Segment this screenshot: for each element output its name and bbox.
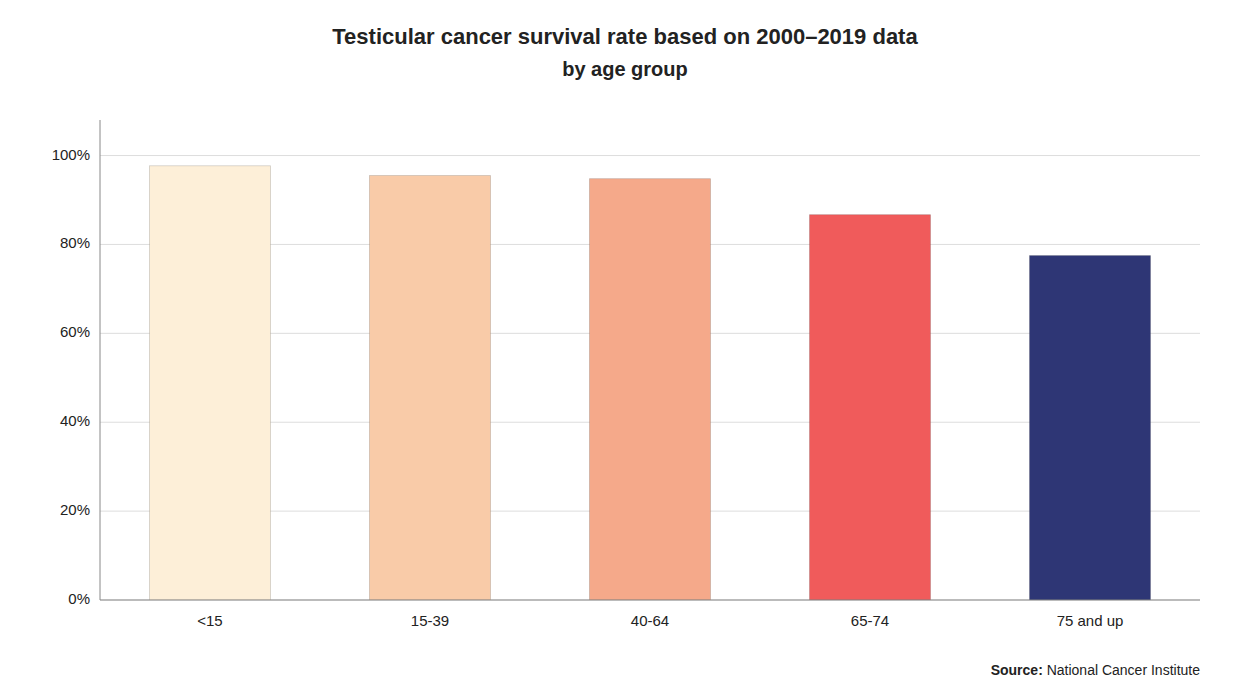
y-tick-label: 80% xyxy=(60,234,90,251)
x-tick-label: <15 xyxy=(197,612,222,629)
source-note: Source: National Cancer Institute xyxy=(991,662,1201,678)
y-tick-label: 20% xyxy=(60,501,90,518)
chart-svg: Testicular cancer survival rate based on… xyxy=(0,0,1250,700)
bars xyxy=(150,166,1151,600)
x-axis-line xyxy=(100,600,1200,601)
y-tick-label: 100% xyxy=(52,146,90,163)
annotation: National Cancer Institute xyxy=(1043,662,1200,678)
y-tick-label: 0% xyxy=(68,590,90,607)
bar xyxy=(1030,256,1151,600)
grid-line xyxy=(100,155,1200,156)
bar xyxy=(150,166,271,600)
grid-line xyxy=(100,600,1200,601)
title: Testicular cancer survival rate based on… xyxy=(332,24,918,49)
bar xyxy=(590,179,711,600)
x-tick-label: 65-74 xyxy=(851,612,889,629)
bar xyxy=(370,176,491,600)
x-tick-label: 40-64 xyxy=(631,612,669,629)
y-tick-label: 60% xyxy=(60,323,90,340)
annotation: Source: xyxy=(991,662,1043,678)
y-tick-label: 40% xyxy=(60,412,90,429)
y-axis-line xyxy=(100,120,101,600)
x-tick-label: 15-39 xyxy=(411,612,449,629)
x-tick-label: 75 and up xyxy=(1057,612,1124,629)
subtitle: by age group xyxy=(562,58,688,80)
chart-container: Testicular cancer survival rate based on… xyxy=(0,0,1250,700)
bar xyxy=(810,215,931,600)
